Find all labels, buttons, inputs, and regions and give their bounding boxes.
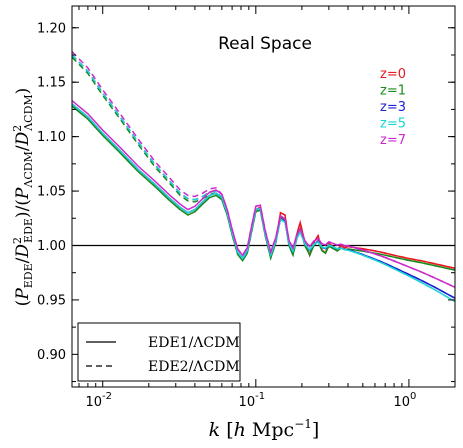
redshift-legend-label: z=1 [380, 84, 406, 99]
y-tick-label: 0.95 [37, 293, 66, 308]
y-tick-label: 1.20 [37, 21, 66, 36]
redshift-legend-label: z=7 [380, 133, 406, 148]
x-tick-label: 100 [393, 391, 416, 410]
redshift-legend-label: z=5 [380, 117, 406, 132]
y-tick-label: 0.90 [37, 348, 66, 363]
series-line-z1-ede1 [72, 105, 455, 271]
y-axis-title: (PEDE/D2EDE)/(PΛCDM/D2ΛCDM) [11, 88, 35, 307]
chart-title: Real Space [218, 34, 312, 54]
x-axis-title: k [h Mpc−1] [209, 417, 320, 441]
redshift-legend-label: z=3 [380, 100, 406, 115]
y-tick-label: 1.05 [37, 185, 66, 200]
x-tick-label: 10-2 [85, 391, 112, 410]
plot-frame [71, 5, 456, 388]
legend-frame [77, 322, 241, 382]
style-legend: EDE1/ΛCDM EDE2/ΛCDM [77, 322, 241, 382]
redshift-legend-label: z=0 [380, 67, 406, 82]
series-line-z5-ede2 [72, 54, 455, 303]
y-tick-label: 1.10 [37, 130, 66, 145]
legend-label-ede1: EDE1/ΛCDM [148, 335, 240, 351]
x-tick-label: 10-1 [239, 391, 266, 410]
svg-text:(PEDE/D2EDE)/(PΛCDM/D2ΛCDM): (PEDE/D2EDE)/(PΛCDM/D2ΛCDM) [11, 88, 35, 307]
svg-text:k [h Mpc−1]: k [h Mpc−1] [209, 417, 320, 441]
series-line-z7-ede2 [72, 51, 455, 288]
y-tick-label: 1.15 [37, 76, 66, 91]
legend-label-ede2: EDE2/ΛCDM [148, 359, 240, 375]
y-tick-label: 1.00 [37, 239, 66, 254]
